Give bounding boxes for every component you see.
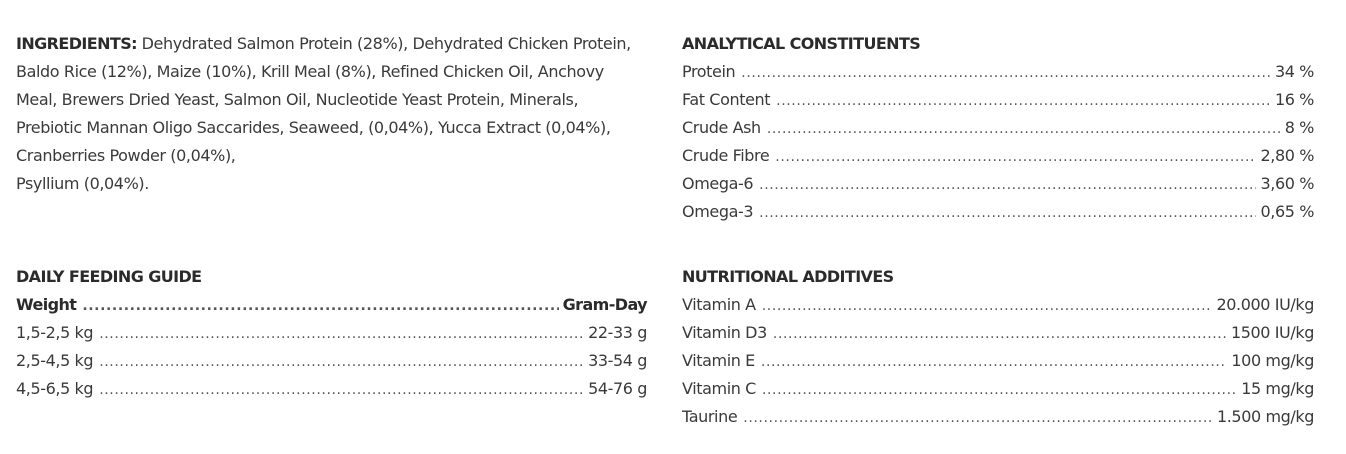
- additives-row: Vitamin A 20.000 IU/kg: [682, 291, 1314, 319]
- ingredients-line: INGREDIENTS: Dehydrated Salmon Protein (…: [16, 30, 656, 58]
- dot-leader: [773, 320, 1227, 348]
- row-value: 54-76 g: [588, 379, 647, 398]
- additives-row: Vitamin E 100 mg/kg: [682, 347, 1314, 375]
- row-value: 1.500 mg/kg: [1216, 407, 1314, 426]
- feeding-row: 4,5-6,5 kg 54-76 g: [16, 375, 647, 403]
- row-name: Omega-3: [682, 202, 754, 221]
- ingredients-line: Baldo Rice (12%), Maize (10%), Krill Mea…: [16, 62, 604, 81]
- row-value: 1500 IU/kg: [1230, 323, 1314, 342]
- additives-title: NUTRITIONAL ADDITIVES: [682, 267, 894, 286]
- row-name: 4,5-6,5 kg: [16, 379, 94, 398]
- ingredients-label: INGREDIENTS:: [16, 34, 138, 53]
- analytical-row: Omega-6 3,60 %: [682, 170, 1314, 198]
- header-name: Weight: [16, 295, 77, 314]
- feeding-title: DAILY FEEDING GUIDE: [16, 267, 202, 286]
- row-name: Taurine: [682, 407, 738, 426]
- row-name: Protein: [682, 62, 736, 81]
- dot-leader: [99, 348, 584, 376]
- dot-leader: [99, 376, 584, 404]
- nutritional-additives-section: NUTRITIONAL ADDITIVES Vitamin A 20.000 IU…: [682, 263, 1314, 431]
- header-value: Gram-Day: [562, 295, 648, 314]
- row-value: 3,60 %: [1260, 174, 1314, 193]
- ingredients-line: Cranberries Powder (0,04%),: [16, 146, 236, 165]
- dot-leader: [775, 143, 1256, 171]
- row-value: 15 mg/kg: [1241, 379, 1314, 398]
- row-value: 33-54 g: [588, 351, 647, 370]
- dot-leader: [99, 320, 584, 348]
- ingredients-line: Psyllium (0,04%).: [16, 174, 149, 193]
- row-name: Fat Content: [682, 90, 771, 109]
- analytical-title: ANALYTICAL CONSTITUENTS: [682, 34, 921, 53]
- row-value: 20.000 IU/kg: [1216, 295, 1314, 314]
- dot-leader: [743, 404, 1213, 432]
- row-value: 100 mg/kg: [1231, 351, 1314, 370]
- ingredients-section: INGREDIENTS: Dehydrated Salmon Protein (…: [16, 30, 656, 198]
- dot-leader: [776, 87, 1271, 115]
- row-name: 1,5-2,5 kg: [16, 323, 94, 342]
- row-name: Crude Ash: [682, 118, 761, 137]
- analytical-row: Protein 34 %: [682, 58, 1314, 86]
- daily-feeding-guide-section: DAILY FEEDING GUIDE Weight Gram-Day 1,5-2…: [16, 263, 648, 403]
- row-name: Vitamin C: [682, 379, 756, 398]
- additives-row: Taurine 1.500 mg/kg: [682, 403, 1314, 431]
- ingredients-text: Dehydrated Salmon Protein (28%), Dehydra…: [141, 34, 632, 53]
- row-value: 34 %: [1274, 62, 1314, 81]
- row-name: Vitamin E: [682, 351, 755, 370]
- dot-leader: [761, 348, 1228, 376]
- dot-leader: [82, 292, 558, 320]
- dot-leader: [759, 171, 1256, 199]
- row-name: Crude Fibre: [682, 146, 770, 165]
- row-name: Vitamin A: [682, 295, 756, 314]
- row-value: 8 %: [1284, 118, 1315, 137]
- dot-leader: [762, 376, 1237, 404]
- feeding-row: 1,5-2,5 kg 22-33 g: [16, 319, 647, 347]
- row-value: 0,65 %: [1260, 202, 1314, 221]
- ingredients-line: Prebiotic Mannan Oligo Saccarides, Seawe…: [16, 118, 611, 137]
- additives-row: Vitamin D3 1500 IU/kg: [682, 319, 1314, 347]
- feeding-row: 2,5-4,5 kg 33-54 g: [16, 347, 647, 375]
- row-value: 22-33 g: [588, 323, 647, 342]
- dot-leader: [741, 59, 1271, 87]
- row-value: 2,80 %: [1260, 146, 1314, 165]
- dot-leader: [762, 292, 1213, 320]
- analytical-constituents-section: ANALYTICAL CONSTITUENTS Protein 34 % Fat …: [682, 30, 1314, 226]
- analytical-row: Crude Ash 8 %: [682, 114, 1314, 142]
- dot-leader: [759, 199, 1256, 227]
- row-value: 16 %: [1274, 90, 1314, 109]
- row-name: Omega-6: [682, 174, 754, 193]
- row-name: 2,5-4,5 kg: [16, 351, 94, 370]
- feeding-header-row: Weight Gram-Day: [16, 291, 648, 320]
- analytical-row: Omega-3 0,65 %: [682, 198, 1314, 226]
- additives-row: Vitamin C 15 mg/kg: [682, 375, 1314, 403]
- analytical-row: Crude Fibre 2,80 %: [682, 142, 1314, 170]
- ingredients-line: Meal, Brewers Dried Yeast, Salmon Oil, N…: [16, 90, 579, 109]
- analytical-row: Fat Content 16 %: [682, 86, 1314, 114]
- dot-leader: [767, 115, 1281, 143]
- row-name: Vitamin D3: [682, 323, 767, 342]
